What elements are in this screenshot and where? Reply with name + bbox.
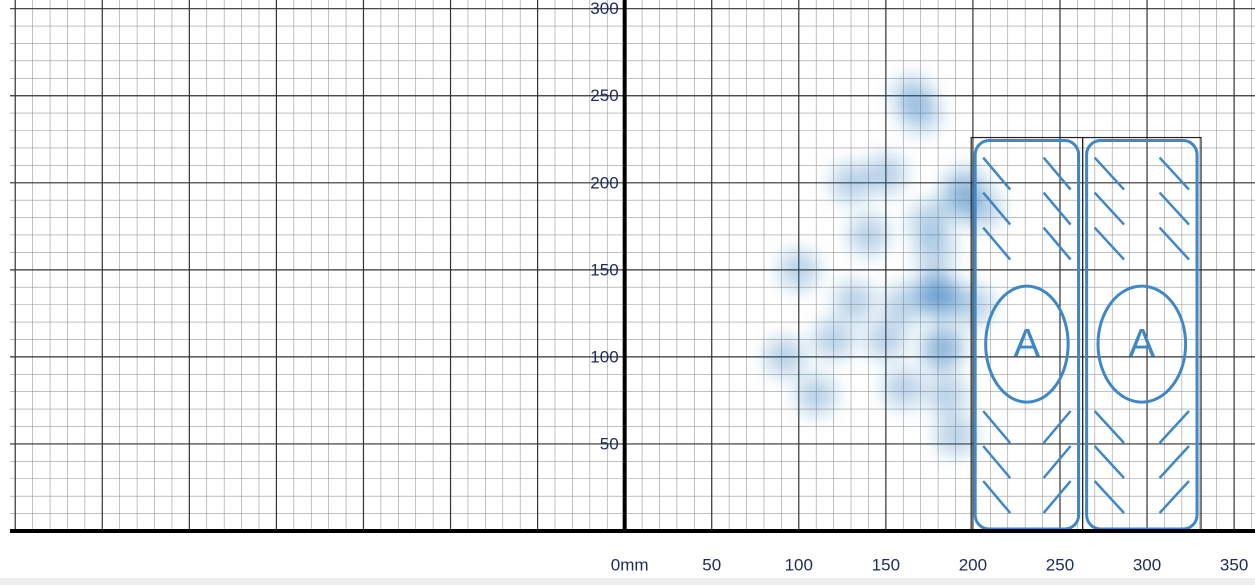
marker-label: A [1014,322,1041,366]
y-tick-label: 250 [590,86,618,105]
density-point [765,337,805,377]
density-point [814,319,854,359]
density-point [883,285,923,325]
density-point [831,163,871,203]
tread [1160,481,1189,513]
x-tick-label: 150 [872,555,900,574]
tread [1095,193,1124,225]
bottom-strip [0,578,1255,585]
density-point [866,154,906,194]
x-tick-label: 0mm [611,555,649,574]
tread [1095,228,1124,260]
tread [983,481,1010,513]
density-layer [765,76,1002,455]
density-point [866,319,906,359]
tread [1160,228,1189,260]
y-tick-label: 50 [600,434,619,453]
density-point [936,415,976,455]
y-tick-label: 100 [590,347,618,366]
tread [983,158,1010,190]
tread [1095,446,1124,478]
x-tick-label: 100 [785,555,813,574]
y-tick-label: 300 [590,0,618,18]
tread [1095,481,1124,513]
tread [1044,446,1071,478]
density-point [883,368,923,408]
page: A A 0mm 50 100 150 200 250 300 350 50 100 150 200 250 3… [0,0,1255,585]
y-tick-label: 200 [590,173,618,192]
x-tick-label: 250 [1046,555,1074,574]
x-tick-label: 50 [702,555,721,574]
density-point [848,215,888,255]
tread [1044,411,1071,443]
y-tick-label: 150 [590,260,618,279]
tread [1095,158,1124,190]
density-point [909,201,949,241]
tread [1160,158,1189,190]
tread [983,411,1010,443]
tread [1160,193,1189,225]
density-point [835,281,875,321]
density-point [927,375,967,415]
tread [1044,481,1071,513]
x-tick-label: 350 [1220,555,1248,574]
tread [1095,411,1124,443]
density-point [953,285,993,325]
tread [1160,411,1189,443]
x-tick-label: 200 [959,555,987,574]
tread [1044,193,1071,225]
density-point [922,333,962,373]
density-point [779,250,819,290]
density-point [892,76,932,116]
tread [983,446,1010,478]
chart: A A 0mm 50 100 150 200 250 300 350 50 100 150 200 250 3… [0,0,1255,585]
tread [1044,228,1071,260]
density-point [796,375,836,415]
tread [1160,446,1189,478]
tread [1044,158,1071,190]
tread [983,228,1010,260]
x-tick-label: 300 [1133,555,1161,574]
marker-label: A [1128,322,1155,366]
